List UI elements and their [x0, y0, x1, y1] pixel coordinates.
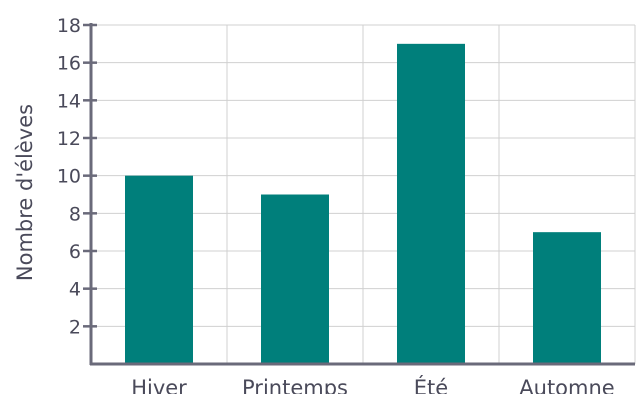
x-tick-label: Printemps	[242, 376, 348, 394]
y-ticks-group: 2 4 6 8 10 12 14 16 18	[57, 15, 97, 338]
bar	[261, 194, 329, 364]
y-tick-label: 2	[69, 316, 81, 338]
bar	[125, 175, 193, 364]
x-tick-label: Automne	[519, 376, 614, 394]
bar	[397, 43, 465, 364]
bar	[533, 232, 601, 364]
y-tick-label: 18	[57, 15, 81, 37]
x-tick-label: Hiver	[131, 376, 187, 394]
x-labels-group: Hiver Printemps Été Automne	[131, 375, 615, 394]
y-tick-label: 12	[57, 128, 81, 150]
y-tick-label: 4	[69, 279, 81, 301]
y-tick-label: 16	[57, 53, 81, 75]
y-tick-label: 14	[57, 90, 81, 112]
bars-group	[125, 43, 601, 364]
y-axis-title: Nombre d'élèves	[13, 104, 37, 281]
axes-group	[89, 23, 635, 366]
y-tick-label: 10	[57, 166, 81, 188]
x-tick-label: Été	[414, 375, 448, 394]
y-tick-label: 6	[69, 241, 81, 263]
y-tick-label: 8	[69, 203, 81, 225]
